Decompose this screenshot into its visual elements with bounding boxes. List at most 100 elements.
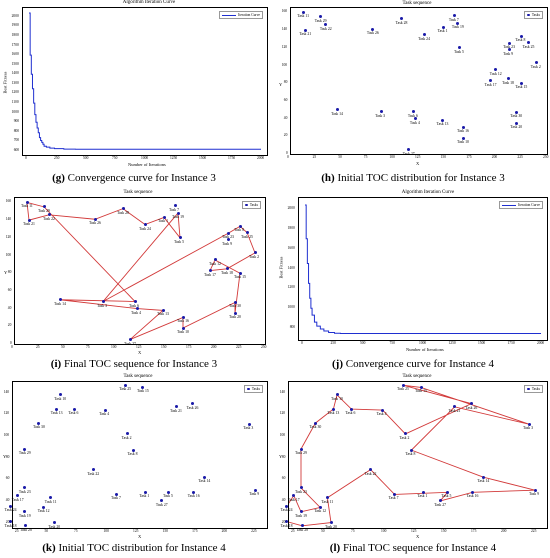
task-marker <box>161 308 165 312</box>
legend-marker <box>527 387 530 391</box>
y-tick-label: 1400 <box>287 265 295 270</box>
x-tick-label: 250 <box>330 341 336 345</box>
x-tick-label: 1000 <box>419 341 427 345</box>
task-label: Task 24 <box>4 508 17 513</box>
task-marker <box>238 271 242 275</box>
y-tick-label: 140 <box>279 389 286 394</box>
task-label: Task 1 <box>417 494 428 499</box>
task-marker <box>393 492 397 496</box>
x-tick-label: 100 <box>381 529 387 533</box>
task-marker <box>422 33 426 37</box>
task-label: Task 28 <box>395 20 408 25</box>
y-axis-label: Best Fitness <box>2 71 8 94</box>
task-label: Task 22 <box>43 216 55 221</box>
x-tick-label: 175 <box>192 529 198 533</box>
task-label: Task 6 <box>129 303 139 308</box>
task-marker <box>461 125 465 129</box>
task-marker <box>325 496 329 500</box>
task-label: Task 9 <box>249 492 260 497</box>
task-label: Task 2 <box>121 435 132 440</box>
legend-marker <box>247 387 250 391</box>
y-tick-label: 140 <box>3 389 10 394</box>
task-marker <box>303 28 307 32</box>
task-marker <box>123 383 127 387</box>
task-label: Task 2 <box>399 435 410 440</box>
task-label: Task 1 <box>158 219 168 224</box>
task-label: Task 13 <box>157 312 169 317</box>
y-tick-label: 140 <box>5 217 12 222</box>
x-tick-label: 25 <box>36 345 40 349</box>
figure-caption: (h) Initial TOC distribution for Instanc… <box>276 172 550 184</box>
task-marker <box>208 269 212 273</box>
task-label: Task 10 <box>331 396 343 401</box>
x-tick-label: 125 <box>411 529 417 533</box>
plot-area: Task 1 Task 2 Task 3 Task 4 Task 5 Task 6 Task… <box>14 197 266 346</box>
task-label: Task 17 <box>11 497 24 502</box>
task-label: Task 18 <box>502 80 514 85</box>
task-marker <box>52 521 56 525</box>
caption-letter: (h) <box>321 172 335 184</box>
task-marker <box>225 267 229 271</box>
task-label: Task 16 <box>187 494 200 499</box>
x-tick-label: 750 <box>112 156 118 160</box>
x-tick-label: 200 <box>211 345 217 349</box>
task-label: Task 6 <box>345 411 356 416</box>
task-marker <box>72 407 76 411</box>
task-marker <box>47 213 51 217</box>
x-tick-label: 250 <box>543 155 549 159</box>
y-tick-label: 700 <box>13 138 20 143</box>
task-marker <box>253 251 257 255</box>
task-marker <box>285 520 289 523</box>
task-marker <box>202 475 206 479</box>
task-label: Task 30 <box>32 425 45 430</box>
plot-title: Task sequence <box>402 374 432 379</box>
x-tick-label: 250 <box>54 156 60 160</box>
task-marker <box>93 217 97 221</box>
caption-text: Convergence curve for Instance 4 <box>343 358 494 370</box>
task-marker <box>233 311 237 315</box>
y-tick-label: 160 <box>281 9 288 14</box>
x-tick-label: 1250 <box>170 156 178 160</box>
task-marker <box>469 402 473 406</box>
y-tick-label: 100 <box>5 252 12 257</box>
y-tick-label: 40 <box>7 305 12 310</box>
task-label: Task 10 <box>177 330 189 335</box>
task-label: Task 10 <box>54 396 67 401</box>
task-label: Task 20 <box>325 524 337 529</box>
x-tick-label: 1750 <box>507 341 515 345</box>
task-marker <box>27 218 31 222</box>
task-marker <box>494 68 498 72</box>
caption-letter: (j) <box>332 358 343 370</box>
task-marker <box>141 385 145 389</box>
y-tick-label: 0 <box>285 151 288 155</box>
x-tick-label: 125 <box>133 529 139 533</box>
legend-marker <box>245 203 248 207</box>
y-tick-label: 120 <box>3 411 10 416</box>
x-tick-label: 75 <box>363 155 368 159</box>
y-tick-label: 100 <box>279 433 286 438</box>
task-label: Task 22 <box>319 26 332 31</box>
x-tick-label: 150 <box>161 345 167 349</box>
x-tick-label: 175 <box>471 529 477 533</box>
task-label: Task 17 <box>204 272 216 277</box>
task-marker <box>247 422 251 426</box>
task-label: Task 3 <box>523 426 533 431</box>
x-tick-label: 25 <box>291 529 295 533</box>
task-marker <box>514 110 518 114</box>
y-tick-label: 1600 <box>287 245 295 250</box>
task-label: Task 16 <box>177 319 189 324</box>
plot-title: Algorithm Iteration Curve <box>401 190 455 195</box>
x-tick-label: 125 <box>415 155 421 159</box>
plot-svg <box>29 12 261 150</box>
task-marker <box>49 496 53 500</box>
task-label: Task 18 <box>221 270 233 275</box>
task-marker <box>507 41 511 45</box>
task-marker <box>135 307 139 311</box>
task-marker <box>213 258 217 262</box>
task-marker <box>313 421 317 425</box>
task-label: Task 20 <box>48 524 61 529</box>
task-label: Task 5 <box>174 239 184 244</box>
task-label: Task 20 <box>510 125 523 130</box>
task-label: Task 4 <box>131 310 141 315</box>
legend-label: Tasks <box>531 13 540 17</box>
